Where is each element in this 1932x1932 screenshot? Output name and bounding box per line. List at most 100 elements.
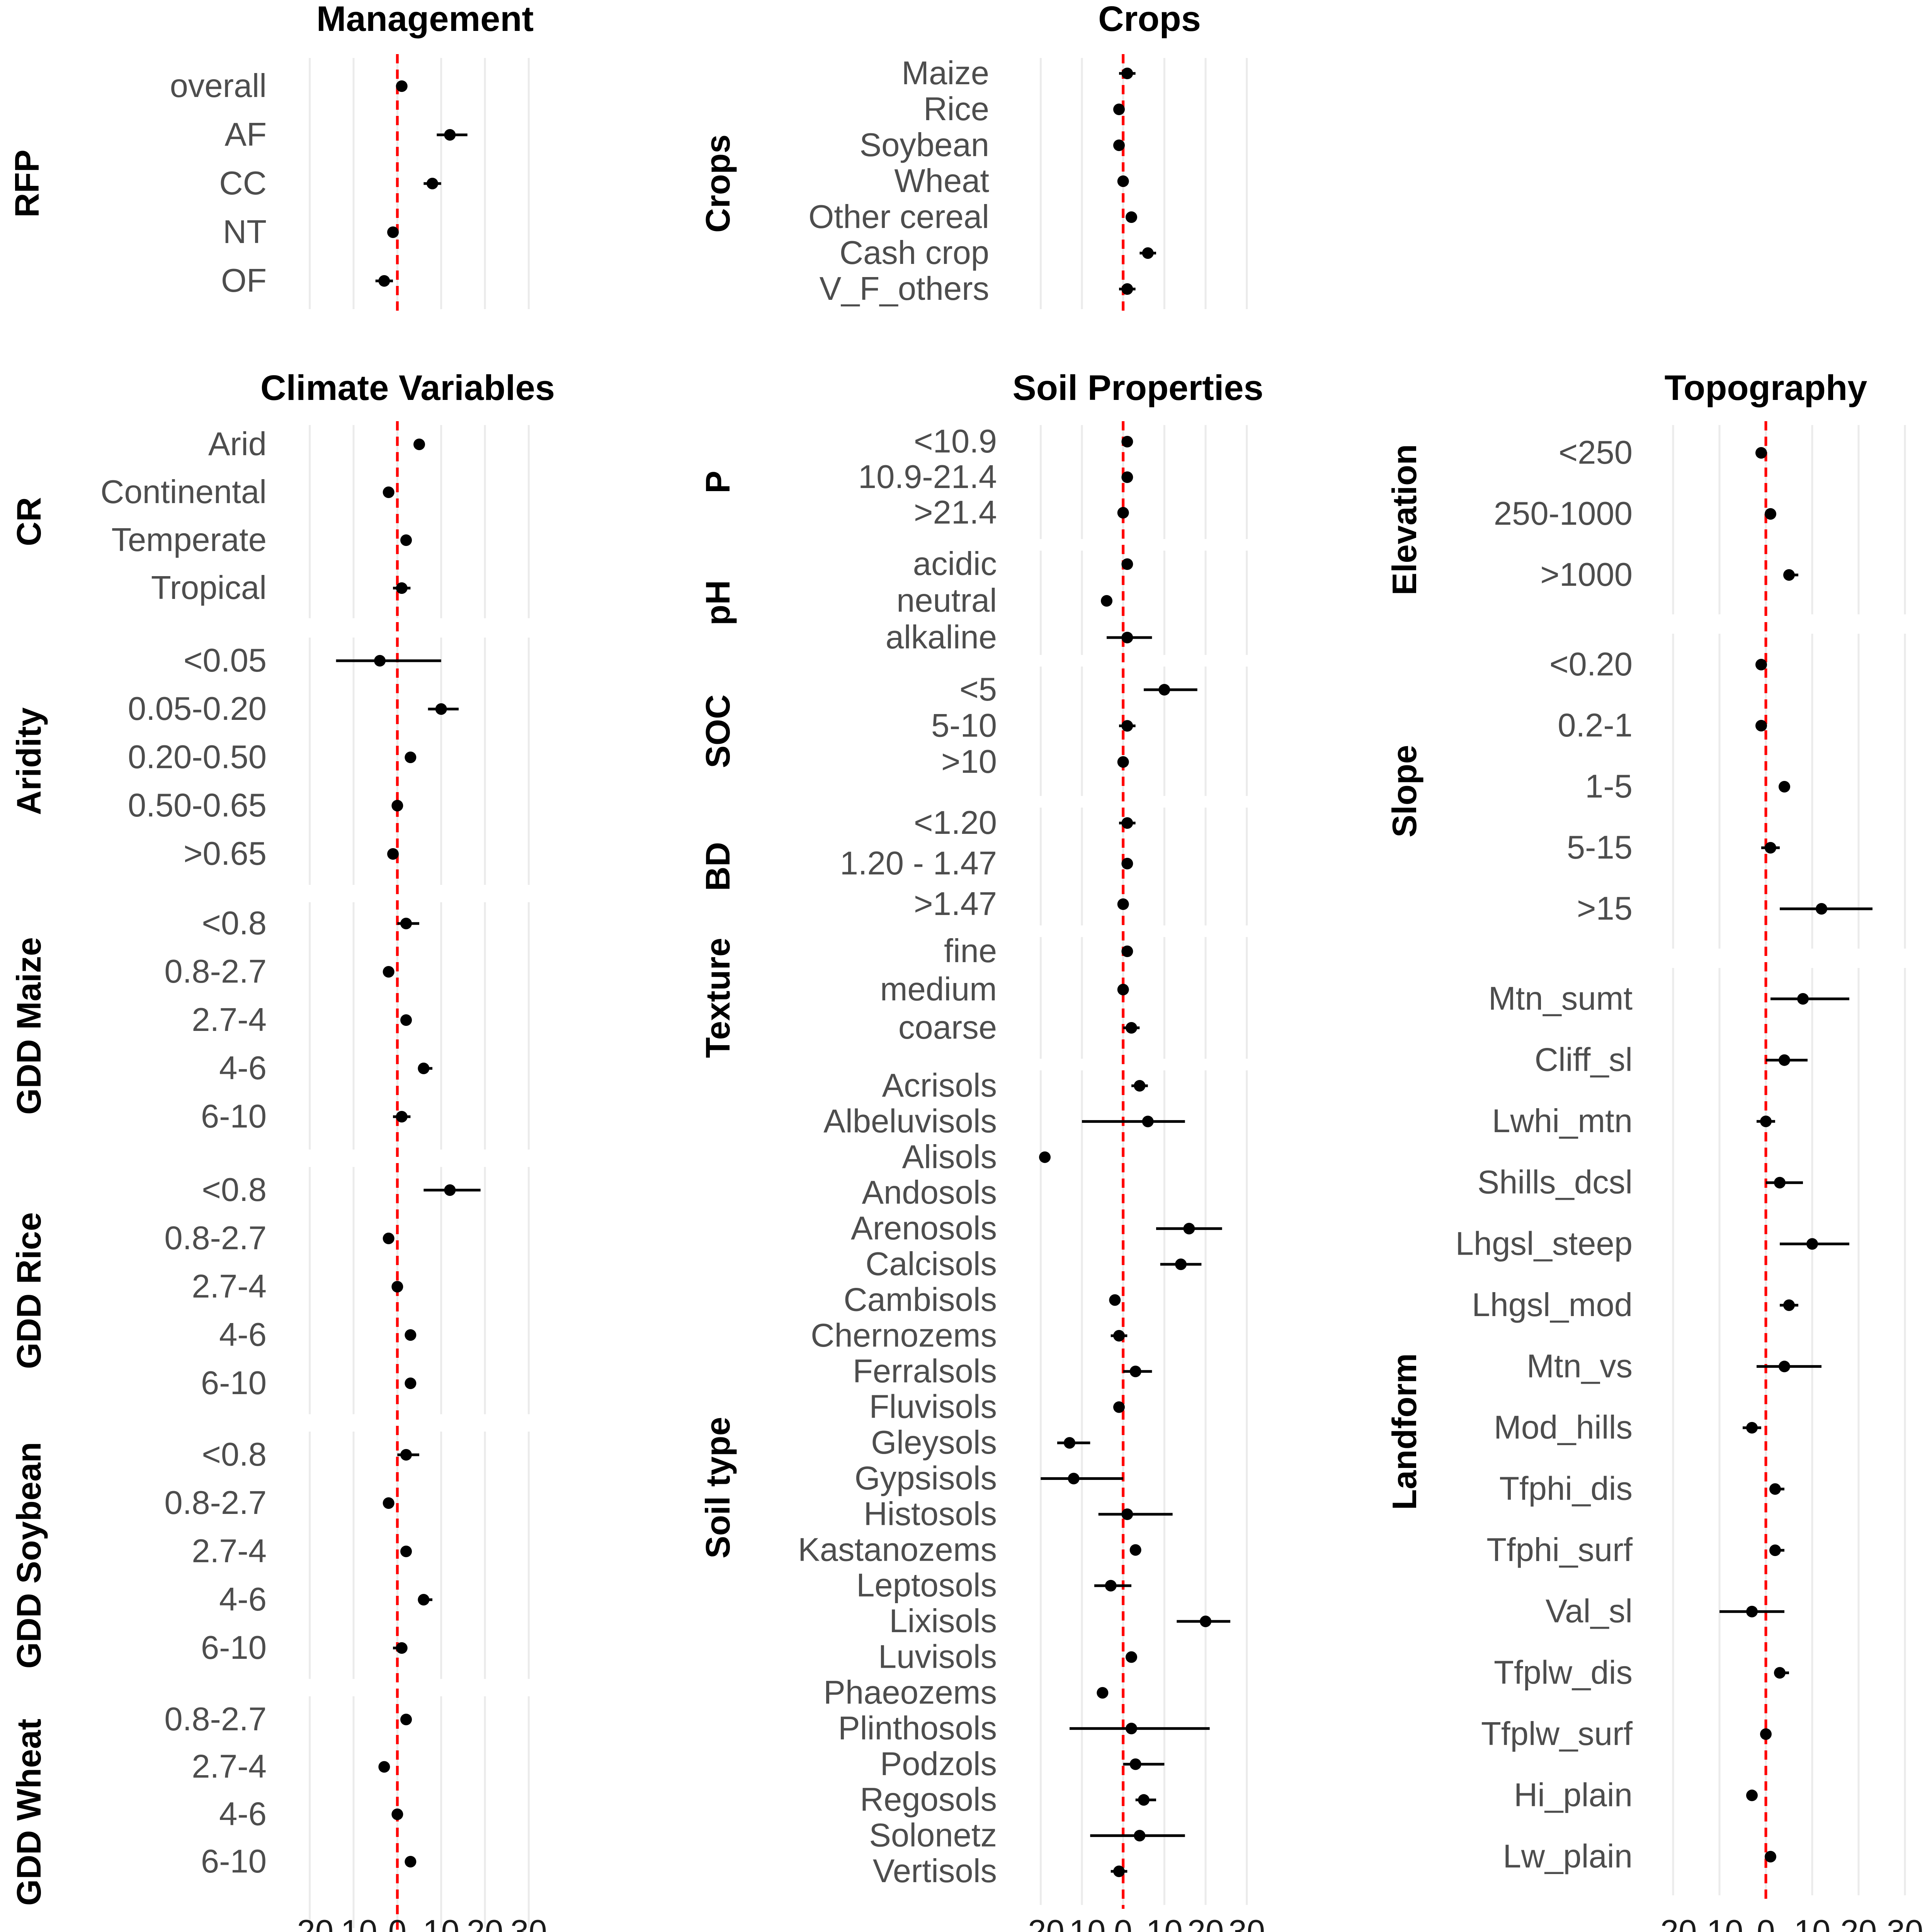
estimate-point-2-7-4 [400,1014,412,1026]
row-label-andosols: Andosols [862,1174,997,1211]
estimate-point-0-8-2-7 [383,966,395,978]
row-label-mtn-sumt: Mtn_sumt [1488,980,1633,1017]
row-label-21-4: >21.4 [914,494,997,531]
topography-x-tick-label: 30 [1887,1913,1923,1932]
row-label-0-8-2-7: 0.8-2.7 [164,1220,267,1257]
row-label-0-50-0-65: 0.50-0.65 [128,787,267,824]
row-label-250-1000: 250-1000 [1494,495,1633,532]
row-label-0-05-0-20: 0.05-0.20 [128,690,267,727]
estimate-point-luvisols [1126,1651,1137,1663]
estimate-point-gypsisols [1068,1473,1080,1485]
row-label-0-8-2-7: 0.8-2.7 [164,1485,267,1521]
row-label-6-10: 6-10 [201,1365,267,1401]
row-label-albeluvisols: Albeluvisols [823,1103,997,1139]
row-label-chernozems: Chernozems [811,1317,997,1354]
row-label-0-05: <0.05 [184,642,267,679]
bd-group-title: BD [699,842,737,891]
estimate-point-medium [1117,984,1129,995]
estimate-point-1-5 [1779,781,1790,793]
estimate-point-4-6 [418,1594,430,1605]
row-label-hi-plain: Hi_plain [1514,1777,1633,1813]
ph-group-title: pH [699,580,737,625]
row-label-podzols: Podzols [880,1746,997,1782]
row-label-coarse: coarse [898,1009,997,1046]
estimate-point-other-cereal [1126,211,1137,223]
row-label-cliff-sl: Cliff_sl [1534,1042,1633,1078]
row-label-v-f-others: V_F_others [820,270,989,307]
row-label-0-8-2-7: 0.8-2.7 [164,953,267,990]
climate-variables-panel-title: Climate Variables [260,368,555,408]
row-label-leptosols: Leptosols [856,1567,997,1604]
estimate-point-coarse [1126,1022,1137,1034]
row-label-2-7-4: 2.7-4 [192,1748,267,1785]
row-label-10-9: <10.9 [914,423,997,460]
row-label-lw-plain: Lw_plain [1503,1838,1633,1875]
estimate-point-v-f-others [1121,283,1133,295]
estimate-point-21-4 [1117,507,1129,519]
estimate-point-acrisols [1134,1080,1146,1092]
climate-variables-x-tick-label: -10 [330,1913,378,1932]
row-label-continental: Continental [100,474,267,510]
row-label-plinthosols: Plinthosols [838,1710,997,1747]
rfp-group-title: RFP [8,150,46,218]
row-label-fluvisols: Fluvisols [869,1389,997,1425]
estimate-point-af [444,129,456,141]
row-label-tropical: Tropical [151,570,267,606]
estimate-point-tropical [396,582,408,594]
row-label-2-7-4: 2.7-4 [192,1002,267,1038]
row-label-4-6: 4-6 [219,1796,267,1832]
estimate-point-hi-plain [1746,1789,1758,1801]
topography-x-tick-label: 0 [1757,1913,1775,1932]
topography-x-tick-label: -10 [1696,1913,1743,1932]
estimate-point-4-6 [418,1063,430,1074]
row-label-shills-dcsl: Shills_dcsl [1477,1164,1633,1201]
row-label-af: AF [224,116,267,153]
estimate-point-mtn-vs [1779,1361,1790,1372]
estimate-point-0-05 [374,655,386,667]
estimate-point-fine [1121,946,1133,957]
row-label-6-10: 6-10 [201,1843,267,1880]
estimate-point-0-8-2-7 [383,1233,395,1244]
estimate-point-nt [387,226,399,238]
estimate-point-4-6 [391,1808,403,1820]
row-label-cc: CC [219,165,267,202]
estimate-point-0-8 [444,1184,456,1196]
estimate-point-calcisols [1175,1259,1187,1270]
row-label-10: >10 [941,743,997,780]
estimate-point-soybean [1113,139,1125,151]
estimate-point-250-1000 [1765,508,1776,520]
soc-group-title: SOC [699,694,737,768]
estimate-point-tfphi-surf [1769,1544,1781,1556]
estimate-point-tfplw-surf [1760,1728,1772,1740]
row-label-5-15: 5-15 [1567,829,1633,866]
estimate-point-1-20 [1121,817,1133,829]
estimate-point-lhgsl-mod [1783,1299,1795,1311]
gdd-maize-group-title: GDD Maize [10,937,48,1115]
row-label-4-6: 4-6 [219,1050,267,1087]
row-label-of: OF [221,262,267,299]
climate-variables-x-tick-label: 30 [510,1913,547,1932]
row-label-lhgsl-steep: Lhgsl_steep [1456,1225,1633,1262]
row-label-2-7-4: 2.7-4 [192,1533,267,1570]
estimate-point-1000 [1783,569,1795,581]
estimate-point-cash-crop [1142,247,1154,259]
soil-properties-x-tick-label: 10 [1146,1913,1183,1932]
row-label-0-2-1: 0.2-1 [1558,707,1633,744]
row-label-1000: >1000 [1540,556,1633,593]
row-label-wheat: Wheat [894,163,989,199]
row-label-0-20: <0.20 [1549,646,1633,683]
aridity-group-title: Aridity [10,707,48,815]
row-label-lhgsl-mod: Lhgsl_mod [1472,1287,1633,1323]
estimate-point-neutral [1101,595,1112,607]
row-label-neutral: neutral [896,582,997,619]
estimate-point-albeluvisols [1142,1116,1154,1128]
climate-variables-x-tick-label: 20 [467,1913,503,1932]
row-label-acidic: acidic [913,546,997,582]
estimate-point-podzols [1129,1758,1141,1770]
row-label-nt: NT [223,214,267,250]
row-label-15: >15 [1577,890,1633,927]
estimate-point-6-10 [396,1642,408,1654]
estimate-point-2-7-4 [391,1281,403,1293]
